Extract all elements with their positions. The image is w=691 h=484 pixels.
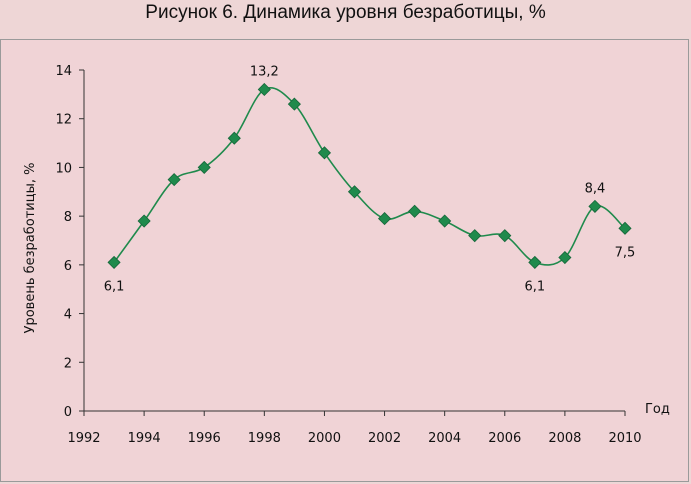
- y-tick-label: 14: [55, 64, 72, 79]
- y-tick-label: 4: [64, 308, 72, 323]
- y-tick-label: 10: [55, 161, 72, 176]
- x-tick-label: 1992: [67, 431, 100, 446]
- axes: [83, 70, 625, 412]
- ticks: 0 2 4 6 8 10 12 14 1992 1994 1996 1998 2000 2002 2004 2…: [55, 64, 641, 446]
- data-label: 6,1: [104, 279, 125, 294]
- x-tick-label: 1996: [188, 431, 221, 446]
- y-tick-label: 2: [64, 356, 72, 371]
- data-point-marker: [408, 204, 422, 218]
- data-label: 7,5: [615, 245, 636, 260]
- x-tick-label: 2010: [608, 431, 641, 446]
- x-axis-title: Год: [645, 402, 670, 417]
- y-tick-label: 12: [55, 113, 72, 128]
- x-tick-label: 1994: [128, 431, 161, 446]
- x-tick-label: 2004: [428, 431, 461, 446]
- chart-title: Рисунок 6. Динамика уровня безработицы, …: [145, 2, 546, 23]
- data-labels: 6,1 13,2 6,1 8,4 7,5: [104, 64, 636, 294]
- data-point-marker: [257, 82, 271, 97]
- data-point-marker: [438, 214, 452, 228]
- data-label: 13,2: [250, 64, 279, 79]
- data-point-marker: [468, 229, 482, 243]
- data-point-marker: [377, 212, 392, 226]
- data-point-marker: [317, 146, 332, 160]
- y-tick-label: 6: [64, 259, 72, 274]
- y-tick-label: 0: [64, 405, 72, 420]
- data-point-marker: [137, 214, 151, 228]
- data-point-marker: [528, 255, 542, 269]
- data-point-marker: [287, 97, 301, 111]
- x-tick-label: 2006: [488, 431, 521, 446]
- data-label: 6,1: [524, 279, 545, 294]
- data-points: [107, 82, 632, 269]
- y-axis-title: Уровень безработицы, %: [23, 163, 38, 334]
- data-point-marker: [227, 131, 241, 145]
- data-point-marker: [347, 185, 362, 199]
- data-point-marker: [588, 199, 602, 213]
- x-tick-label: 2008: [548, 431, 581, 446]
- data-point-marker: [618, 221, 632, 235]
- data-label: 8,4: [585, 181, 606, 196]
- data-point-marker: [498, 229, 512, 243]
- x-tick-label: 2002: [368, 431, 401, 446]
- x-tick-label: 2000: [308, 431, 341, 446]
- x-tick-label: 1998: [248, 431, 281, 446]
- series-line: [113, 87, 626, 266]
- data-point-marker: [107, 255, 121, 269]
- y-tick-label: 8: [64, 210, 72, 225]
- data-point-marker: [197, 160, 211, 174]
- data-point-marker: [558, 250, 572, 265]
- data-point-marker: [167, 173, 181, 187]
